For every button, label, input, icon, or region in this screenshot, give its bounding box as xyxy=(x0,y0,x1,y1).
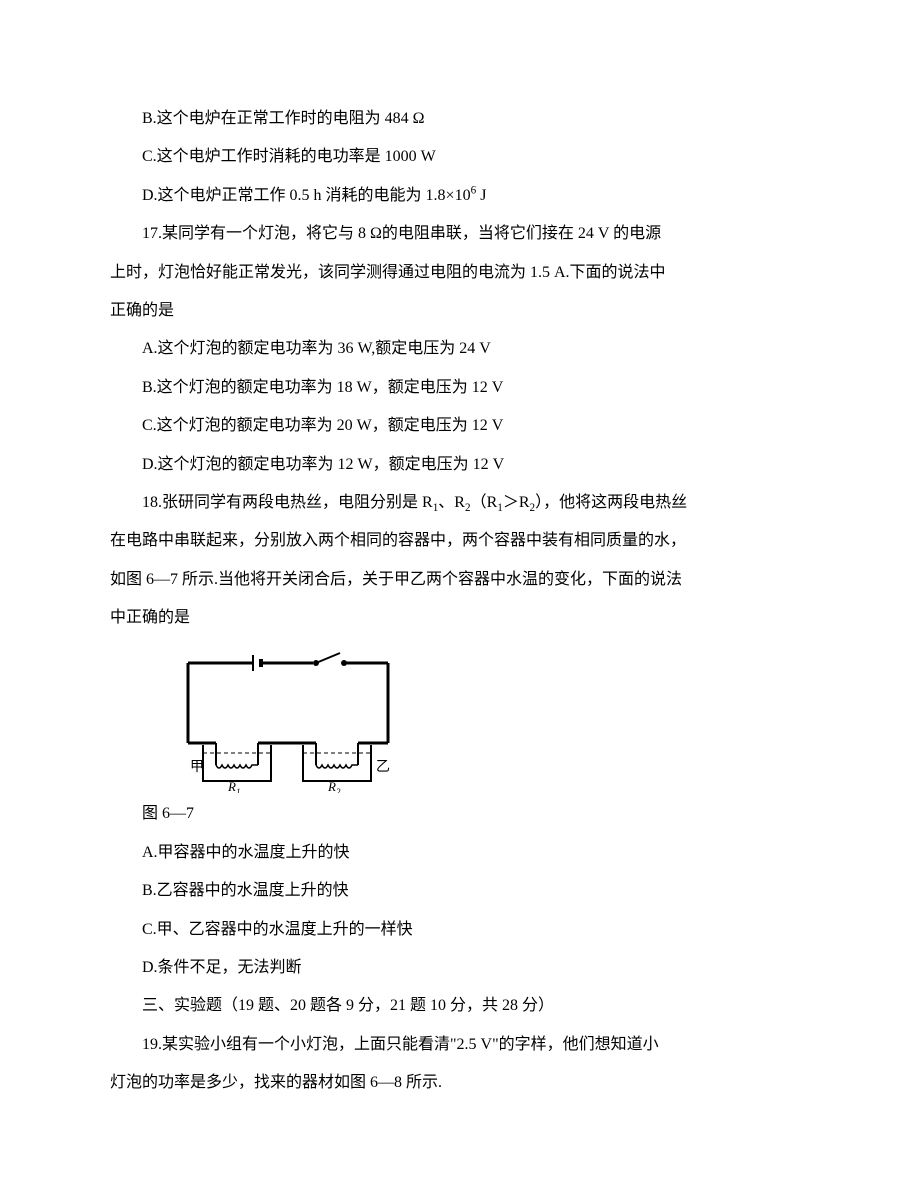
q17-option-b: B.这个灯泡的额定电功率为 18 W，额定电压为 12 V xyxy=(110,369,810,407)
q18-s1-m1: 、R xyxy=(438,494,465,511)
q17-option-d: D.这个灯泡的额定电功率为 12 W，额定电压为 12 V xyxy=(110,446,810,484)
q19-stem-1: 19.某实验小组有一个小灯泡，上面只能看清"2.5 V"的字样，他们想知道小 xyxy=(110,1026,810,1064)
section-3-heading: 三、实验题（19 题、20 题各 9 分，21 题 10 分，共 28 分） xyxy=(110,987,810,1025)
q16-option-c: C.这个电炉工作时消耗的电功率是 1000 W xyxy=(110,138,810,176)
q18-option-c: C.甲、乙容器中的水温度上升的一样快 xyxy=(110,911,810,949)
q17-stem-3: 正确的是 xyxy=(110,292,810,330)
q16-option-d: D.这个电炉正常工作 0.5 h 消耗的电能为 1.8×106 J xyxy=(110,177,810,215)
q16-option-b: B.这个电炉在正常工作时的电阻为 484 Ω xyxy=(110,100,810,138)
q18-stem-4: 中正确的是 xyxy=(110,599,810,637)
q18-option-b: B.乙容器中的水温度上升的快 xyxy=(110,872,810,910)
label-jia: 甲 xyxy=(190,760,204,775)
q18-s1-m2: （R xyxy=(471,494,498,511)
q18-s1-m3: ＞R xyxy=(503,494,530,511)
q18-stem-2: 在电路中串联起来，分别放入两个相同的容器中，两个容器中装有相同质量的水， xyxy=(110,522,810,560)
q17-option-c: C.这个灯泡的额定电功率为 20 W，额定电压为 12 V xyxy=(110,407,810,445)
q18-stem-1: 18.张研同学有两段电热丝，电阻分别是 R1、R2（R1＞R2），他将这两段电热… xyxy=(110,484,810,522)
q17-stem-1: 17.某同学有一个灯泡，将它与 8 Ω的电阻串联，当将它们接在 24 V 的电源 xyxy=(110,215,810,253)
label-yi: 乙 xyxy=(376,759,390,775)
q18-s1-pre: 18.张研同学有两段电热丝，电阻分别是 R xyxy=(142,494,433,511)
q16-d-post: J xyxy=(476,187,486,204)
q18-figure: 甲 乙 R1 R2 xyxy=(158,643,810,793)
q16-d-pre: D.这个电炉正常工作 0.5 h 消耗的电能为 1.8×10 xyxy=(142,187,471,204)
q17-option-a: A.这个灯泡的额定电功率为 36 W,额定电压为 24 V xyxy=(110,330,810,368)
q18-option-a: A.甲容器中的水温度上升的快 xyxy=(110,834,810,872)
q18-stem-3: 如图 6—7 所示.当他将开关闭合后，关于甲乙两个容器中水温的变化，下面的说法 xyxy=(110,561,810,599)
q19-stem-2: 灯泡的功率是多少，找来的器材如图 6—8 所示. xyxy=(110,1064,810,1102)
q18-option-d: D.条件不足，无法判断 xyxy=(110,949,810,987)
circuit-diagram: 甲 乙 R1 R2 xyxy=(158,643,418,793)
q18-s1-post: ），他将这两段电热丝 xyxy=(535,494,687,511)
q18-figure-caption: 图 6—7 xyxy=(110,795,810,833)
q17-stem-2: 上时，灯泡恰好能正常发光，该同学测得通过电阻的电流为 1.5 A.下面的说法中 xyxy=(110,254,810,292)
